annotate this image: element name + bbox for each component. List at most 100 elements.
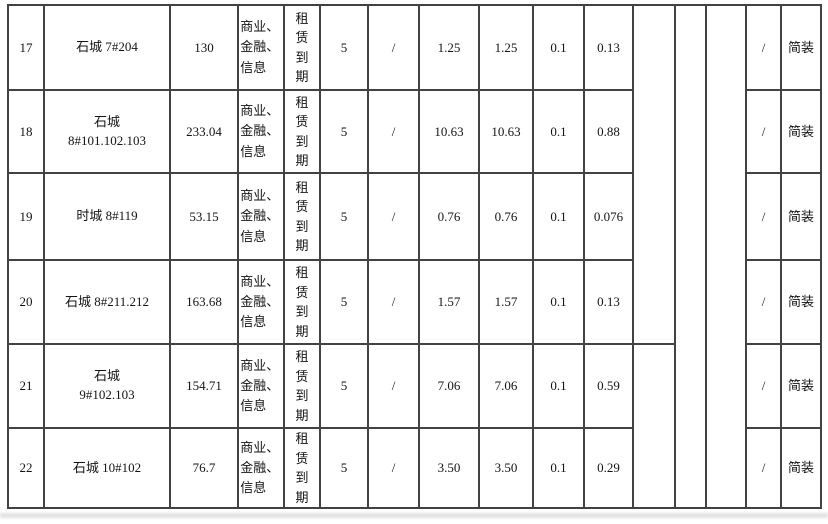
cell-seq-no: 18 [7,89,45,174]
lease-status-text: 租赁到期 [295,10,309,85]
cell-amount: 0.29 [583,427,634,509]
cell-amount: 0.59 [583,343,634,429]
cell-decoration: 简装 [780,259,822,345]
cell-rent-2: 1.25 [478,4,534,91]
table-row: 22 石城 10#102 76.7 商业、金融、信息 租赁到期 5 / 3.50… [7,427,822,509]
lease-table: 17 石城 7#204 130 商业、金融、信息 租赁到期 5 / 1.25 1… [7,4,822,509]
cell-usage-type: 商业、金融、信息 [237,259,285,345]
usage-text: 商业、金融、信息 [240,439,280,496]
property-name-text: 石城 10#102 [72,459,142,475]
cell-seq-no: 19 [7,172,45,261]
cell-lease-years: 5 [319,427,369,509]
cell-slash-b: / [745,4,782,91]
cell-decoration: 简装 [780,4,822,91]
property-name-text: 时城 8#119 [76,208,138,224]
table-row: 19 时城 8#119 53.15 商业、金融、信息 租赁到期 5 / 0.76… [7,172,822,261]
cell-slash-a: / [367,343,420,429]
cell-rent-1: 0.76 [418,172,480,261]
lease-status-text: 租赁到期 [295,431,309,505]
lease-status-text: 租赁到期 [295,94,309,169]
cell-amount: 0.13 [583,259,634,345]
cell-decoration: 简装 [780,172,822,261]
cell-usage-type: 商业、金融、信息 [237,427,285,509]
cell-property-name: 石城 8#101.102.103 [43,89,171,174]
cell-slash-a: / [367,89,420,174]
table-row: 21 石城 9#102.103 154.71 商业、金融、信息 租赁到期 5 /… [7,343,822,509]
merged-empty-cell-b [674,4,707,509]
table-row: 18 石城 8#101.102.103 233.04 商业、金融、信息 租赁到期… [7,89,822,174]
usage-text: 商业、金融、信息 [240,273,280,330]
cell-lease-years: 5 [319,4,369,91]
cell-slash-b: / [745,343,782,429]
cell-area: 154.71 [169,343,239,429]
cell-area: 130 [169,4,239,91]
property-name-text: 石城 9#102.103 [79,368,135,402]
cell-lease-years: 5 [319,172,369,261]
property-name-text: 石城 7#204 [76,39,138,55]
cell-property-name: 石城 7#204 [43,4,171,91]
cell-rent-1: 3.50 [418,427,480,509]
table-row: 20 石城 8#211.212 163.68 商业、金融、信息 租赁到期 5 /… [7,259,822,345]
cell-area: 163.68 [169,259,239,345]
property-name-text: 石城 8#211.212 [64,293,150,309]
merged-empty-cell-a-bottom [632,343,676,509]
lease-status-text: 租赁到期 [295,349,309,423]
cell-rent-1: 7.06 [418,343,480,429]
cell-slash-a: / [367,4,420,91]
cell-decoration: 简装 [780,427,822,509]
cell-lease-status: 租赁到期 [283,89,321,174]
cell-slash-a: / [367,172,420,261]
cell-lease-status: 租赁到期 [283,343,321,429]
cell-lease-status: 租赁到期 [283,4,321,91]
cell-seq-no: 21 [7,343,45,429]
cell-area: 233.04 [169,89,239,174]
cell-rent-1: 1.25 [418,4,480,91]
merged-empty-cell-c [705,4,747,509]
usage-text: 商业、金融、信息 [240,357,280,414]
cell-usage-type: 商业、金融、信息 [237,343,285,429]
cell-rent-2: 7.06 [478,343,534,429]
cell-lease-status: 租赁到期 [283,259,321,345]
cell-usage-type: 商业、金融、信息 [237,4,285,91]
cell-slash-a: / [367,427,420,509]
cell-slash-b: / [745,259,782,345]
property-name-text: 石城 8#101.102.103 [68,113,146,148]
cell-property-name: 石城 8#211.212 [43,259,171,345]
cell-usage-type: 商业、金融、信息 [237,89,285,174]
cell-amount: 0.13 [583,4,634,91]
cell-decoration: 简装 [780,89,822,174]
cell-area: 76.7 [169,427,239,509]
cell-amount: 0.88 [583,89,634,174]
cell-rate: 0.1 [532,427,585,509]
cell-property-name: 时城 8#119 [43,172,171,261]
cell-rent-1: 1.57 [418,259,480,345]
cell-rate: 0.1 [532,89,585,174]
cell-rate: 0.1 [532,172,585,261]
cell-rent-2: 1.57 [478,259,534,345]
cell-rent-2: 0.76 [478,172,534,261]
table-row: 17 石城 7#204 130 商业、金融、信息 租赁到期 5 / 1.25 1… [7,4,822,509]
table-bottom-shadow [0,513,828,518]
cell-property-name: 石城 10#102 [43,427,171,509]
lease-status-text: 租赁到期 [295,179,309,254]
cell-amount: 0.076 [583,172,634,261]
cell-lease-status: 租赁到期 [283,427,321,509]
cell-seq-no: 22 [7,427,45,509]
cell-slash-b: / [745,172,782,261]
cell-rent-2: 3.50 [478,427,534,509]
cell-seq-no: 17 [7,4,45,91]
cell-slash-b: / [745,427,782,509]
cell-lease-years: 5 [319,89,369,174]
cell-lease-years: 5 [319,343,369,429]
cell-area: 53.15 [169,172,239,261]
cell-decoration: 简装 [780,343,822,429]
lease-status-text: 租赁到期 [295,265,309,339]
cell-rent-2: 10.63 [478,89,534,174]
usage-text: 商业、金融、信息 [240,103,280,159]
cell-rate: 0.1 [532,4,585,91]
cell-rent-1: 10.63 [418,89,480,174]
cell-slash-b: / [745,89,782,174]
cell-usage-type: 商业、金融、信息 [237,172,285,261]
usage-text: 商业、金融、信息 [240,188,280,244]
